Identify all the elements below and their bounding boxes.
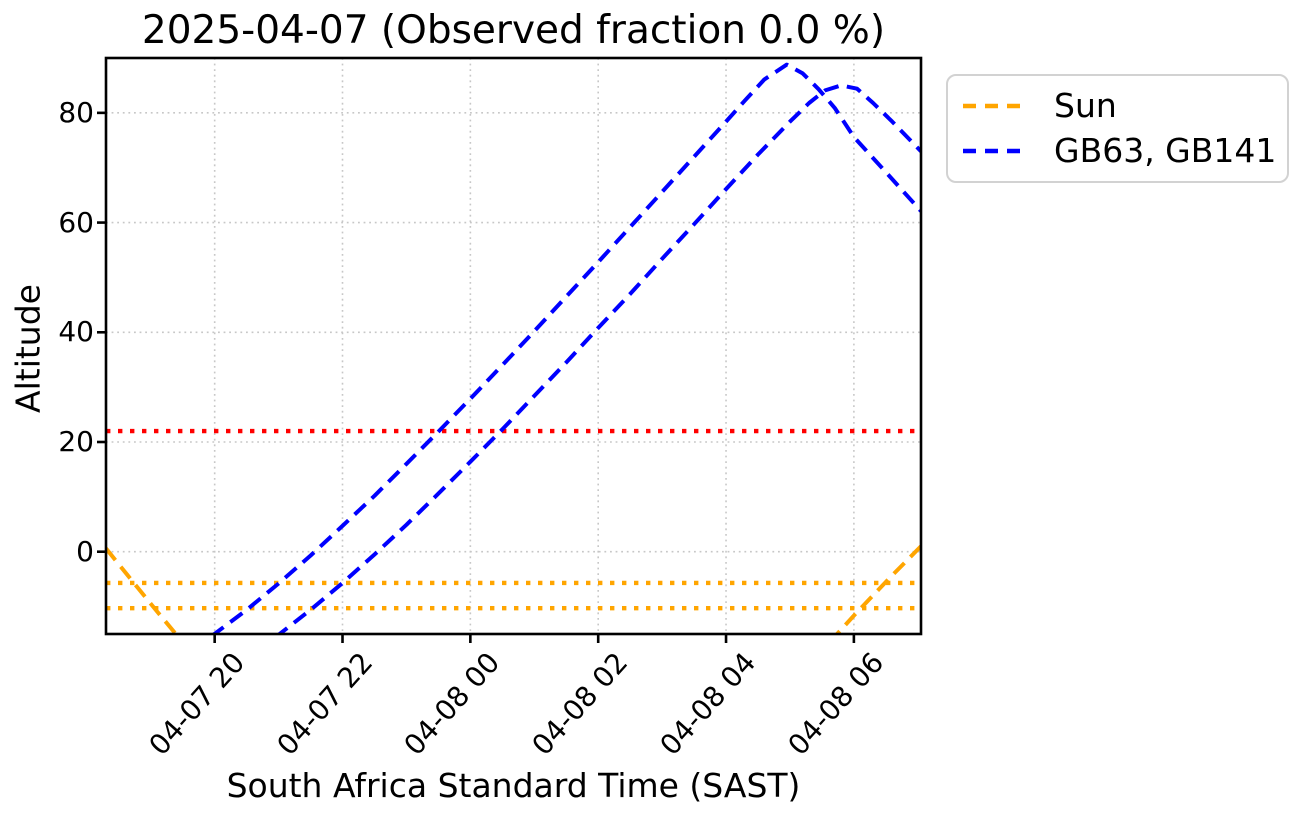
curve-sun-evening bbox=[106, 547, 179, 634]
y-tick-label: 60 bbox=[58, 205, 94, 239]
legend-item-sun: Sun bbox=[948, 85, 1287, 125]
curve-GB141 bbox=[276, 83, 921, 634]
axes-spines bbox=[104, 56, 923, 636]
legend: Sun GB63, GB141 bbox=[946, 74, 1289, 183]
plot-title: 2025-04-07 (Observed fraction 0.0 %) bbox=[141, 8, 886, 53]
y-tick-label: 0 bbox=[76, 534, 94, 568]
curve-sun-morning bbox=[834, 544, 921, 634]
y-axis-label: Altitude bbox=[8, 284, 48, 413]
x-axis-label: South Africa Standard Time (SAST) bbox=[226, 766, 801, 805]
curve-GB63 bbox=[211, 62, 921, 634]
y-tick-label: 80 bbox=[58, 95, 94, 129]
legend-label-targets: GB63, GB141 bbox=[1054, 131, 1277, 171]
targets-legend-dash-icon bbox=[963, 149, 1029, 154]
y-tick-label: 20 bbox=[58, 425, 94, 458]
legend-item-targets: GB63, GB141 bbox=[948, 133, 1287, 169]
sun-legend-dash-icon bbox=[963, 103, 1029, 108]
y-tick-label: 40 bbox=[58, 315, 94, 349]
legend-label-sun: Sun bbox=[1054, 85, 1117, 125]
